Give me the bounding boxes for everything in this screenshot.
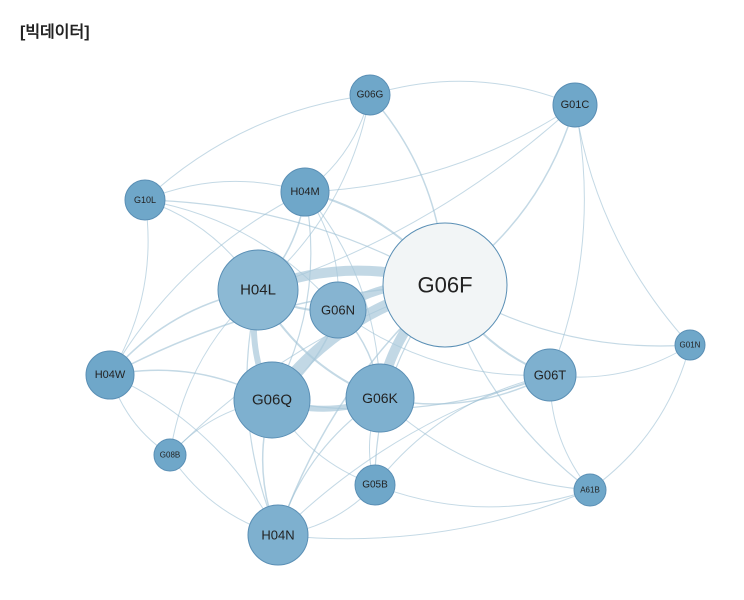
node-g01n: G01N	[675, 330, 705, 360]
node-circle	[86, 351, 134, 399]
nodes-layer: G06F H04L G06Q G06K G06N H04M G06T H04N H04W G01C…	[86, 75, 705, 565]
node-g06k: G06K	[346, 364, 414, 432]
node-circle	[524, 349, 576, 401]
edge	[575, 105, 690, 345]
edge	[375, 485, 590, 507]
diagram-title: [빅데이터]	[20, 18, 90, 42]
node-g06t: G06T	[524, 349, 576, 401]
node-g06f: G06F	[383, 223, 507, 347]
node-h04n: H04N	[248, 505, 308, 565]
node-a61b: A61B	[574, 474, 606, 506]
node-g06g: G06G	[350, 75, 390, 115]
node-circle	[350, 75, 390, 115]
network-diagram: G06F H04L G06Q G06K G06N H04M G06T H04N H04W G01C…	[0, 0, 744, 600]
edge	[370, 81, 575, 105]
node-g01c: G01C	[553, 83, 597, 127]
node-circle	[675, 330, 705, 360]
edge	[305, 105, 575, 192]
node-circle	[383, 223, 507, 347]
node-h04l: H04L	[218, 250, 298, 330]
node-circle	[234, 362, 310, 438]
node-h04m: H04M	[281, 168, 329, 216]
node-circle	[218, 250, 298, 330]
edge	[278, 490, 590, 539]
node-g06n: G06N	[310, 282, 366, 338]
node-g06q: G06Q	[234, 362, 310, 438]
edge	[145, 95, 370, 200]
node-circle	[346, 364, 414, 432]
node-circle	[355, 465, 395, 505]
node-circle	[248, 505, 308, 565]
node-circle	[310, 282, 366, 338]
node-circle	[281, 168, 329, 216]
node-circle	[553, 83, 597, 127]
node-g08b: G08B	[154, 439, 186, 471]
node-circle	[154, 439, 186, 471]
edge	[550, 105, 584, 375]
edge	[590, 345, 690, 490]
node-circle	[574, 474, 606, 506]
node-g05b: G05B	[355, 465, 395, 505]
edge	[110, 200, 148, 375]
node-circle	[125, 180, 165, 220]
node-h04w: H04W	[86, 351, 134, 399]
node-g10l: G10L	[125, 180, 165, 220]
